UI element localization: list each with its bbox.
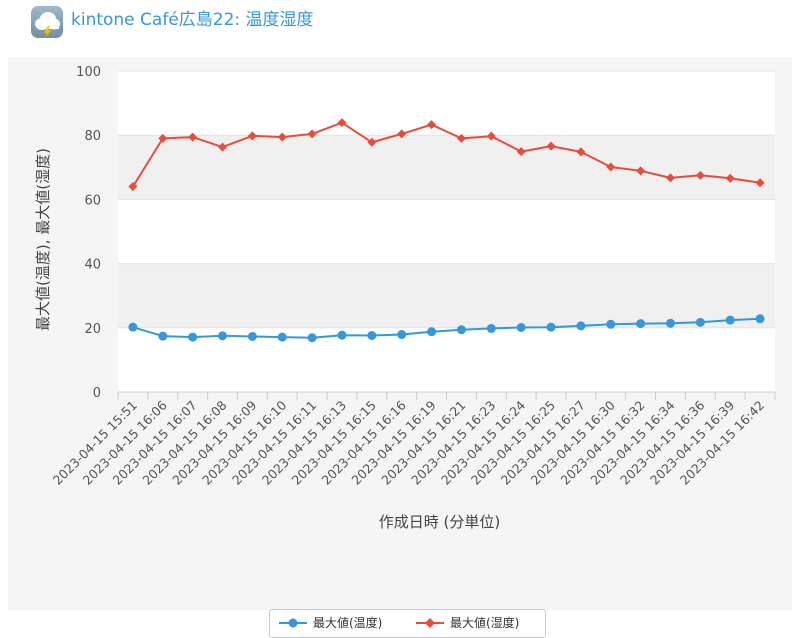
data-point[interactable] — [247, 131, 257, 141]
y-axis-title: 最大値(温度), 最大値(湿度) — [34, 148, 52, 331]
data-point[interactable] — [636, 319, 646, 329]
data-point[interactable] — [665, 318, 675, 328]
data-point[interactable] — [546, 322, 556, 332]
data-point[interactable] — [576, 321, 586, 331]
legend-item-humidity[interactable]: 最大値(湿度) — [415, 610, 540, 637]
plot-band — [118, 263, 775, 328]
data-point[interactable] — [665, 173, 675, 183]
data-point[interactable] — [337, 330, 347, 340]
line-chart: 0 20 40 60 80 100 2023-04-15 15:512023-04-15 … — [34, 65, 776, 531]
data-point[interactable] — [367, 331, 377, 341]
series-temperature — [128, 314, 765, 343]
plot-band — [118, 71, 775, 136]
data-point[interactable] — [576, 147, 586, 157]
data-point[interactable] — [606, 162, 616, 172]
data-point[interactable] — [277, 332, 287, 342]
legend-line-circle-icon — [279, 618, 307, 628]
data-point[interactable] — [427, 120, 437, 130]
data-point[interactable] — [755, 314, 765, 324]
data-point[interactable] — [337, 118, 347, 128]
data-point[interactable] — [158, 331, 168, 341]
data-point[interactable] — [307, 333, 317, 343]
data-point[interactable] — [486, 131, 496, 141]
data-point[interactable] — [128, 182, 138, 192]
series-layer — [128, 118, 765, 343]
legend-line-diamond-icon — [416, 618, 444, 628]
chart-panel: 0 20 40 60 80 100 2023-04-15 15:51 2023-04-15 … — [8, 57, 792, 638]
data-point[interactable] — [725, 315, 735, 325]
data-point[interactable] — [456, 325, 466, 335]
data-point[interactable] — [695, 170, 705, 180]
data-point[interactable] — [307, 129, 317, 139]
legend-label-humidity: 最大値(湿度) — [450, 616, 520, 630]
data-point[interactable] — [188, 132, 198, 142]
plot-bands — [118, 71, 775, 392]
y-tick-label: 60 — [84, 193, 101, 208]
data-point[interactable] — [397, 129, 407, 139]
data-point[interactable] — [218, 142, 228, 152]
app-header: kintone Café広島22: 温度湿度 — [0, 0, 800, 50]
data-point[interactable] — [427, 327, 437, 337]
data-point[interactable] — [456, 133, 466, 143]
data-point[interactable] — [188, 332, 198, 342]
legend-item-temperature[interactable]: 最大値(温度) — [278, 610, 398, 637]
weather-app-icon[interactable] — [31, 6, 63, 38]
app-title-link[interactable]: kintone Café広島22: 温度湿度 — [71, 10, 314, 30]
data-point[interactable] — [218, 331, 228, 341]
plot-band — [118, 199, 775, 264]
data-point[interactable] — [695, 317, 705, 327]
cloud-lightning-icon — [35, 12, 60, 38]
data-point[interactable] — [755, 178, 765, 188]
data-point[interactable] — [277, 132, 287, 142]
data-point[interactable] — [516, 147, 526, 157]
y-tick-label: 80 — [84, 129, 101, 144]
x-axis-ticks — [117, 392, 776, 400]
data-point[interactable] — [606, 319, 616, 329]
data-point[interactable] — [397, 330, 407, 340]
series-humidity — [128, 118, 765, 192]
data-point[interactable] — [367, 137, 377, 147]
data-point[interactable] — [516, 322, 526, 332]
y-tick-label: 100 — [76, 65, 101, 80]
data-point[interactable] — [636, 166, 646, 176]
legend-label-temperature: 最大値(温度) — [313, 616, 383, 630]
y-tick-label: 20 — [84, 322, 101, 337]
grid-lines — [118, 70, 775, 393]
plot-band — [118, 327, 775, 392]
y-tick-label: 0 — [93, 386, 101, 401]
series-line — [132, 317, 761, 339]
data-point[interactable] — [486, 323, 496, 333]
data-point[interactable] — [158, 133, 168, 143]
series-line — [132, 121, 761, 188]
y-axis-tick-labels: 0 20 40 60 80 100 — [76, 65, 101, 401]
data-point[interactable] — [725, 173, 735, 183]
data-point[interactable] — [546, 141, 556, 151]
y-tick-label: 40 — [84, 258, 101, 273]
x-axis-title: 作成日時 (分単位) — [379, 513, 500, 531]
chart-legend: 最大値(温度) 最大値(湿度) — [269, 609, 546, 638]
data-point[interactable] — [247, 331, 257, 341]
data-point[interactable] — [128, 322, 138, 332]
